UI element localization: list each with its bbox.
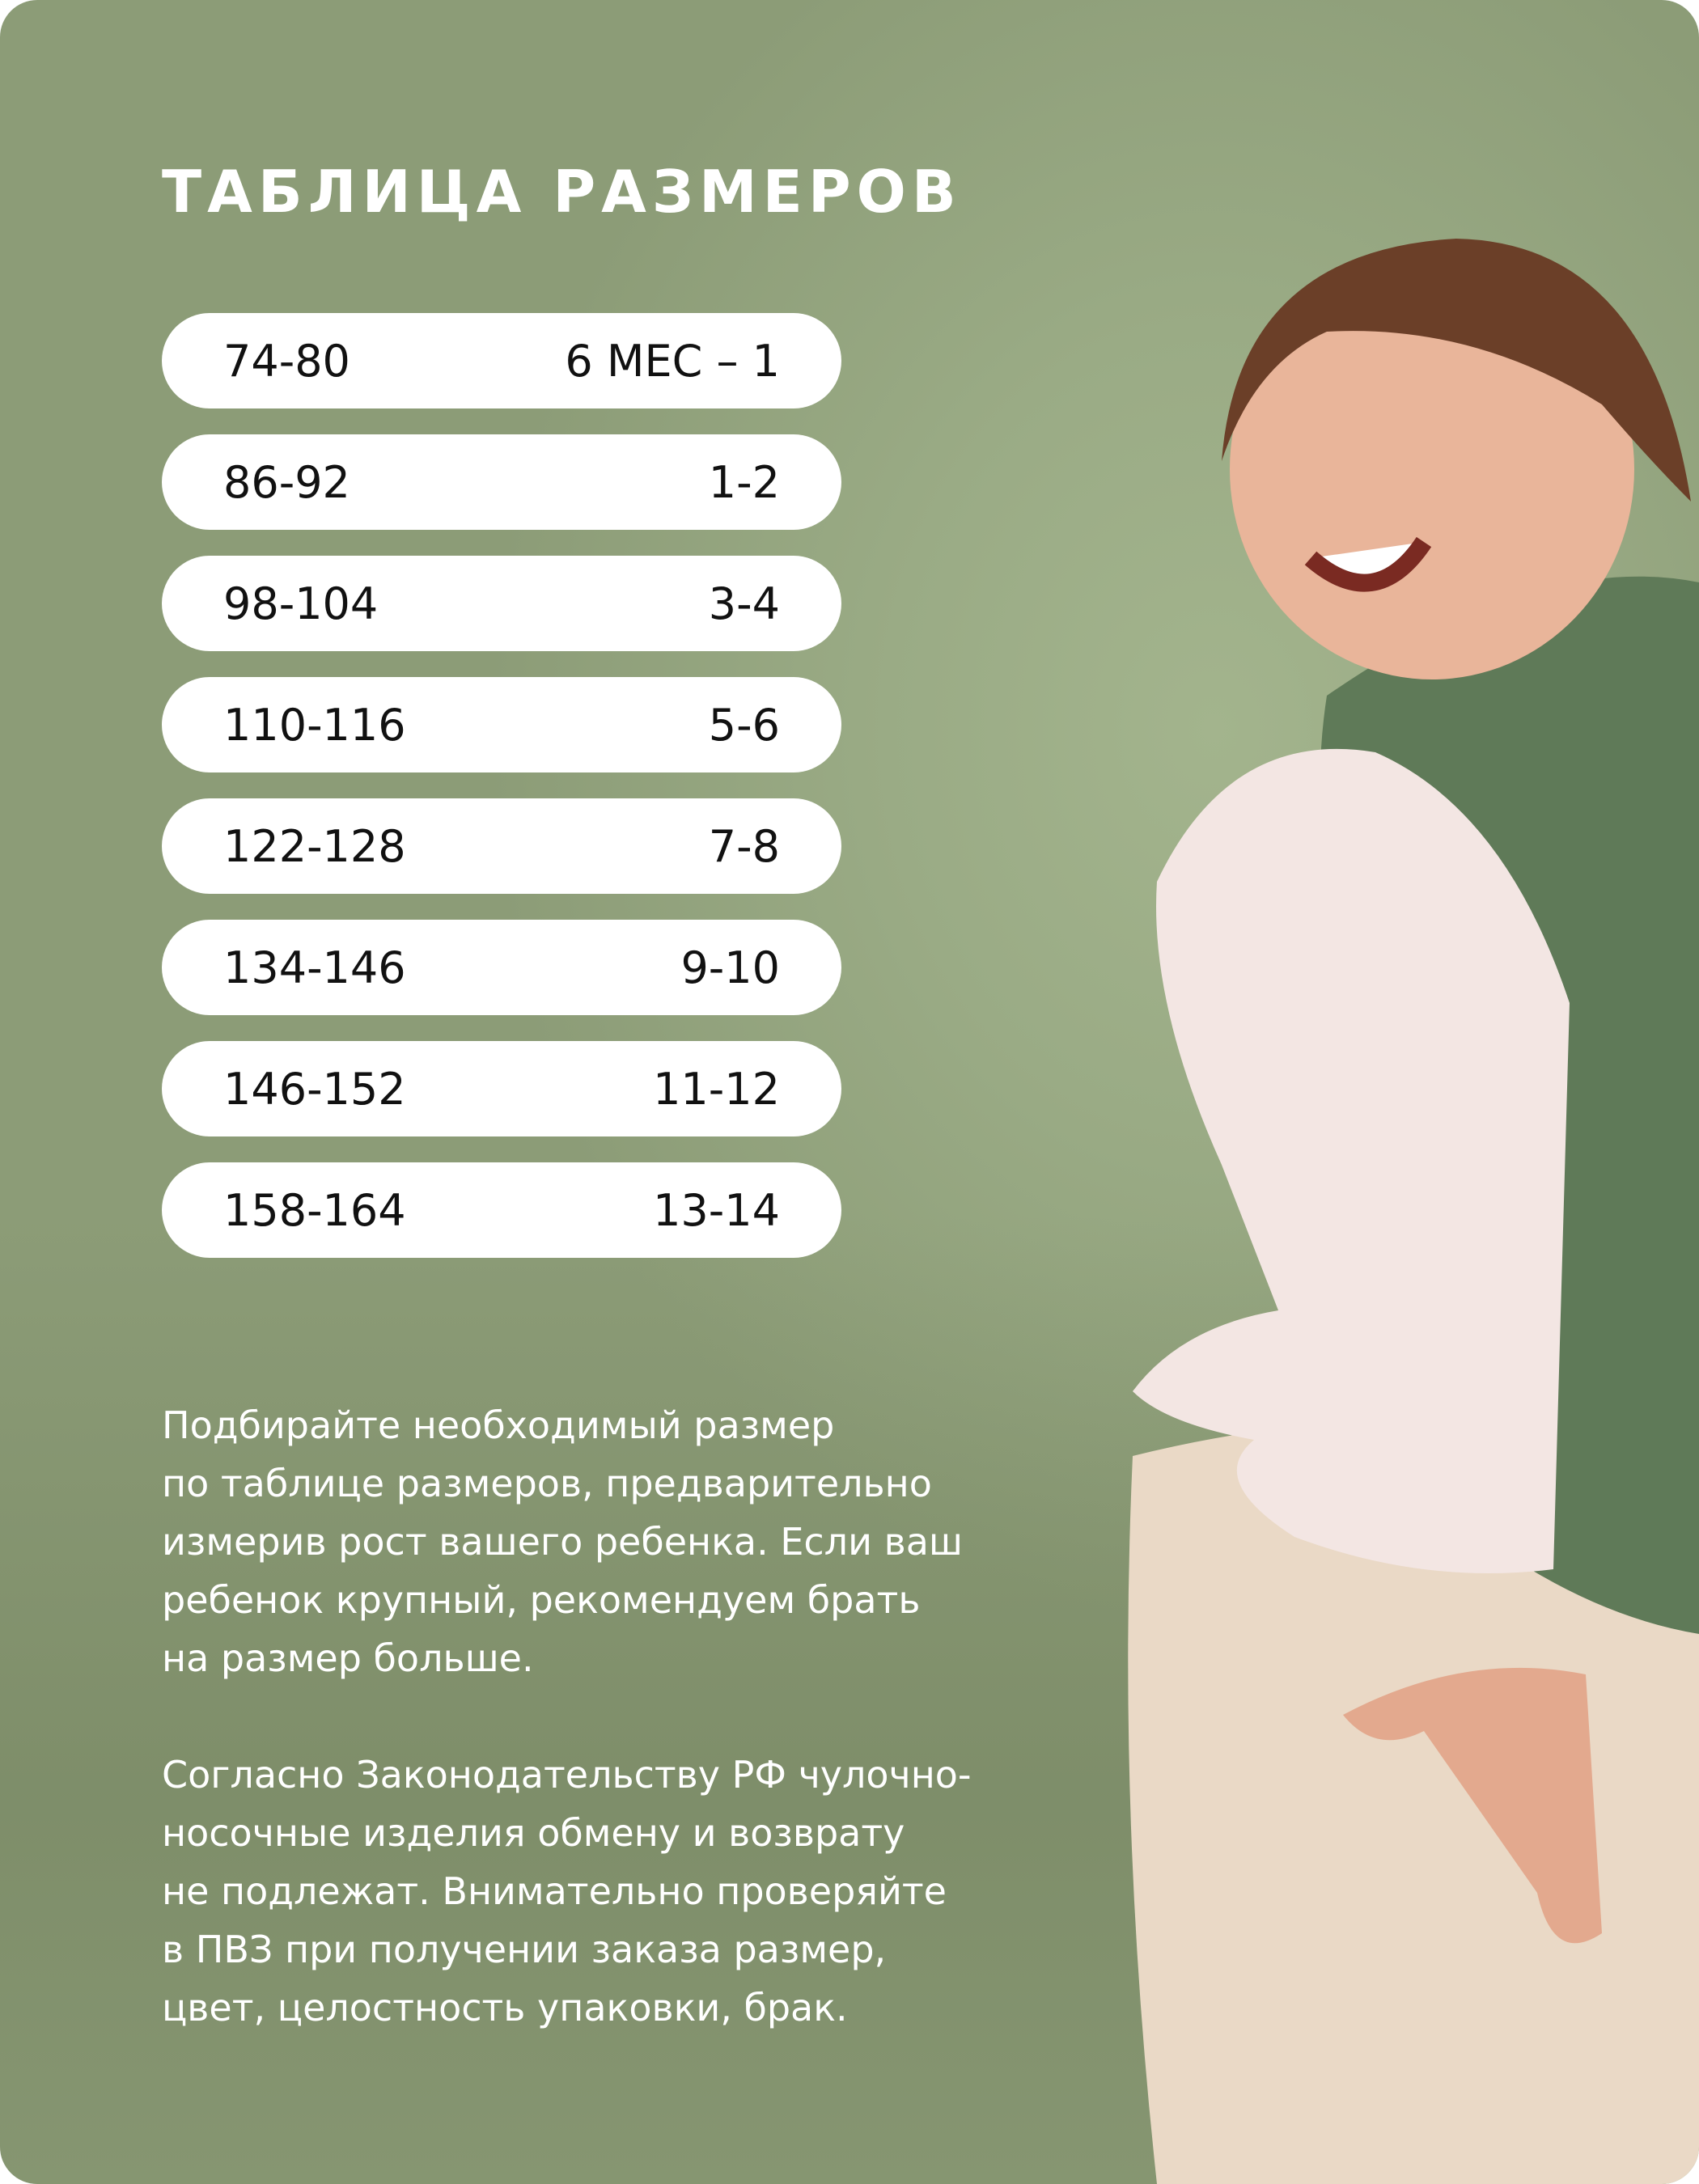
pouf-stool — [1128, 1416, 1699, 2184]
size-row: 158-164 13-14 — [162, 1162, 841, 1258]
height-range: 146-152 — [223, 1063, 406, 1115]
age-range: 9-10 — [680, 942, 780, 993]
page-title: ТАБЛИЦА РАЗМЕРОВ — [162, 158, 962, 226]
size-row: 122-128 7-8 — [162, 798, 841, 894]
height-range: 86-92 — [223, 456, 350, 508]
return-policy-text: Согласно Законодательству РФ чулочно- но… — [162, 1746, 1092, 2037]
age-range: 1-2 — [708, 456, 780, 508]
smile — [1304, 536, 1432, 592]
size-advice-text: Подбирайте необходимый размер по таблице… — [162, 1396, 1092, 1687]
age-range: 13-14 — [653, 1184, 780, 1236]
text-line: на размер больше. — [162, 1636, 534, 1680]
text-line: измерив рост вашего ребенка. Если ваш — [162, 1520, 963, 1564]
age-range: 7-8 — [708, 820, 780, 872]
text-line: не подлежат. Внимательно проверяйте — [162, 1869, 947, 1913]
age-range: 5-6 — [708, 699, 780, 751]
height-range: 158-164 — [223, 1184, 406, 1236]
height-range: 98-104 — [223, 578, 379, 629]
child-hair — [1222, 239, 1691, 502]
patterned-tights — [1133, 748, 1570, 1573]
size-table: 74-80 6 МЕС – 1 86-92 1-2 98-104 3-4 110-11… — [162, 313, 841, 1284]
size-row: 74-80 6 МЕС – 1 — [162, 313, 841, 408]
text-line: ребенок крупный, рекомендуем брать — [162, 1578, 921, 1622]
text-line: цвет, целостность упаковки, брак. — [162, 1986, 848, 2030]
size-row: 146-152 11-12 — [162, 1041, 841, 1136]
child-photo — [1128, 239, 1699, 2184]
child-hand — [1343, 1667, 1602, 1944]
text-line: в ПВЗ при получении заказа размер, — [162, 1928, 887, 1971]
height-range: 134-146 — [223, 942, 406, 993]
text-line: Согласно Законодательству РФ чулочно- — [162, 1753, 972, 1797]
height-range: 74-80 — [223, 335, 350, 387]
size-row: 98-104 3-4 — [162, 556, 841, 651]
height-range: 110-116 — [223, 699, 406, 751]
age-range: 3-4 — [708, 578, 780, 629]
text-line: по таблице размеров, предварительно — [162, 1462, 932, 1505]
age-range: 11-12 — [653, 1063, 780, 1115]
size-row: 110-116 5-6 — [162, 677, 841, 772]
text-line: Подбирайте необходимый размер — [162, 1403, 835, 1447]
height-range: 122-128 — [223, 820, 406, 872]
text-line: носочные изделия обмену и возврату — [162, 1811, 905, 1855]
size-row: 134-146 9-10 — [162, 920, 841, 1015]
age-range: 6 МЕС – 1 — [565, 335, 780, 387]
size-row: 86-92 1-2 — [162, 434, 841, 530]
